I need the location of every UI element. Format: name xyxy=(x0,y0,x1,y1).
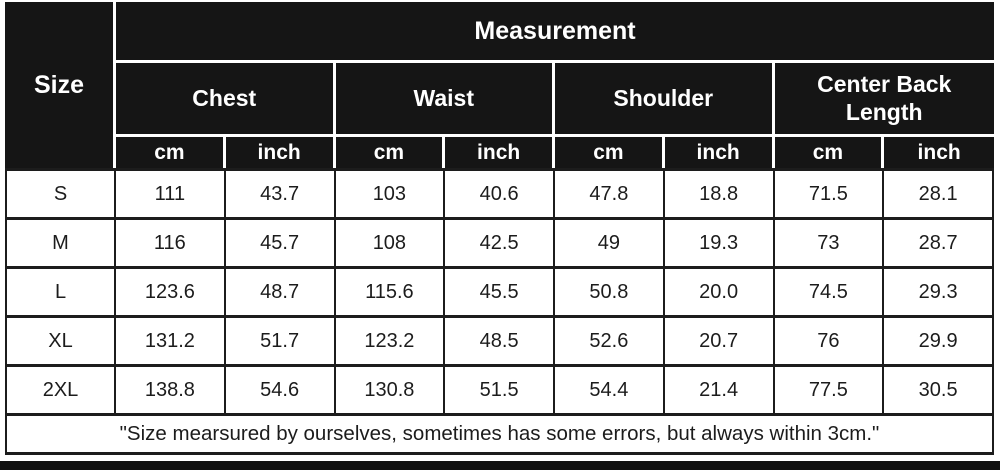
value-cell: 71.5 xyxy=(774,168,885,220)
value-cell: 74.5 xyxy=(774,269,885,318)
unit-inch-header: inch xyxy=(225,137,336,168)
measurement-header: Measurement xyxy=(116,2,994,63)
value-cell: 45.5 xyxy=(445,269,555,318)
footnote-row: "Size mearsured by ourselves, sometimes … xyxy=(5,416,994,455)
value-cell: 29.9 xyxy=(884,318,994,367)
value-cell: 77.5 xyxy=(774,367,885,416)
size-cell: L xyxy=(5,269,116,318)
unit-inch-header: inch xyxy=(445,137,555,168)
group-header-waist: Waist xyxy=(335,63,555,137)
value-cell: 111 xyxy=(116,168,226,220)
header-row-units: cm inch cm inch cm inch cm inch xyxy=(5,137,994,168)
value-cell: 76 xyxy=(774,318,885,367)
size-cell: 2XL xyxy=(5,367,116,416)
value-cell: 30.5 xyxy=(884,367,994,416)
size-column-header: Size xyxy=(5,2,116,168)
table-header: Size Measurement Chest Waist Shoulder Ce… xyxy=(5,2,994,168)
value-cell: 48.5 xyxy=(445,318,555,367)
value-cell: 18.8 xyxy=(664,168,775,220)
value-cell: 40.6 xyxy=(445,168,555,220)
value-cell: 52.6 xyxy=(555,318,665,367)
group-header-chest: Chest xyxy=(116,63,336,137)
value-cell: 115.6 xyxy=(335,269,446,318)
value-cell: 45.7 xyxy=(225,220,336,269)
value-cell: 103 xyxy=(335,168,446,220)
group-header-shoulder: Shoulder xyxy=(555,63,775,137)
unit-cm-header: cm xyxy=(555,137,665,168)
size-cell: S xyxy=(5,168,116,220)
table-row-2xl: 2XL 138.8 54.6 130.8 51.5 54.4 21.4 77.5… xyxy=(5,367,994,416)
group-header-center-back-length: Center Back Length xyxy=(774,63,994,137)
size-cell: M xyxy=(5,220,116,269)
value-cell: 49 xyxy=(555,220,665,269)
value-cell: 116 xyxy=(116,220,226,269)
value-cell: 47.8 xyxy=(555,168,665,220)
unit-cm-header: cm xyxy=(774,137,885,168)
value-cell: 19.3 xyxy=(664,220,775,269)
table-row-xl: XL 131.2 51.7 123.2 48.5 52.6 20.7 76 29… xyxy=(5,318,994,367)
bottom-border-bar xyxy=(0,461,1000,470)
value-cell: 130.8 xyxy=(335,367,446,416)
value-cell: 51.7 xyxy=(225,318,336,367)
value-cell: 138.8 xyxy=(116,367,226,416)
unit-cm-header: cm xyxy=(335,137,446,168)
value-cell: 123.6 xyxy=(116,269,226,318)
value-cell: 20.7 xyxy=(664,318,775,367)
unit-inch-header: inch xyxy=(664,137,775,168)
value-cell: 48.7 xyxy=(225,269,336,318)
table-row-m: M 116 45.7 108 42.5 49 19.3 73 28.7 xyxy=(5,220,994,269)
table-row-s: S 111 43.7 103 40.6 47.8 18.8 71.5 28.1 xyxy=(5,168,994,220)
value-cell: 28.1 xyxy=(884,168,994,220)
value-cell: 50.8 xyxy=(555,269,665,318)
header-row-groups: Chest Waist Shoulder Center Back Length xyxy=(5,63,994,137)
value-cell: 51.5 xyxy=(445,367,555,416)
value-cell: 73 xyxy=(774,220,885,269)
value-cell: 123.2 xyxy=(335,318,446,367)
size-cell: XL xyxy=(5,318,116,367)
header-row-measurement: Size Measurement xyxy=(5,2,994,168)
table-body: S 111 43.7 103 40.6 47.8 18.8 71.5 28.1 … xyxy=(5,168,994,455)
unit-cm-header: cm xyxy=(116,137,226,168)
value-cell: 20.0 xyxy=(664,269,775,318)
table-row-l: L 123.6 48.7 115.6 45.5 50.8 20.0 74.5 2… xyxy=(5,269,994,318)
value-cell: 21.4 xyxy=(664,367,775,416)
value-cell: 42.5 xyxy=(445,220,555,269)
footnote: "Size mearsured by ourselves, sometimes … xyxy=(5,416,994,455)
value-cell: 108 xyxy=(335,220,446,269)
value-cell: 54.4 xyxy=(555,367,665,416)
size-chart-table: Size Measurement Chest Waist Shoulder Ce… xyxy=(5,2,994,455)
value-cell: 28.7 xyxy=(884,220,994,269)
value-cell: 131.2 xyxy=(116,318,226,367)
value-cell: 54.6 xyxy=(225,367,336,416)
value-cell: 43.7 xyxy=(225,168,336,220)
value-cell: 29.3 xyxy=(884,269,994,318)
unit-inch-header: inch xyxy=(884,137,994,168)
